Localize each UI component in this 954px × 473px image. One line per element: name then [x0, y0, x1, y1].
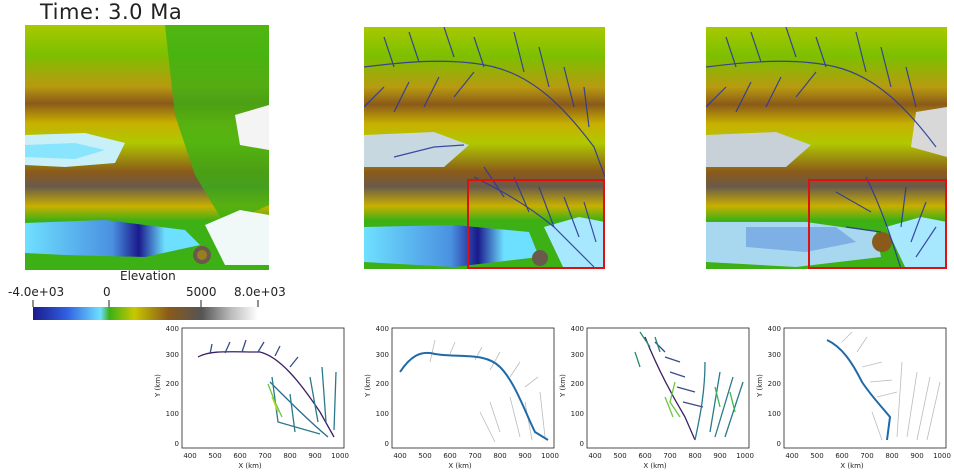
colorbar-tick-max: 8.0e+03: [234, 285, 286, 299]
svg-text:500: 500: [810, 452, 823, 460]
svg-text:0: 0: [385, 440, 389, 448]
x-axis-label: X (km): [840, 462, 864, 470]
plot-axes: [181, 327, 345, 449]
svg-text:1000: 1000: [736, 452, 754, 460]
svg-text:800: 800: [493, 452, 506, 460]
colorbar: [32, 300, 259, 320]
svg-text:1000: 1000: [331, 452, 349, 460]
y-axis-label: Y (km): [364, 374, 372, 398]
svg-text:300: 300: [166, 351, 179, 359]
svg-text:800: 800: [688, 452, 701, 460]
y-ticks: 0 100 200 300 400: [768, 325, 781, 448]
x-axis-label: X (km): [643, 462, 667, 470]
colorbar-tick-min: -4.0e+03: [8, 285, 65, 299]
x-axis-label: X (km): [448, 462, 472, 470]
svg-text:700: 700: [468, 452, 481, 460]
svg-text:1000: 1000: [933, 452, 951, 460]
y-ticks: 0 100 200 300 400: [571, 325, 584, 448]
colorbar-tick-5000: 5000: [186, 285, 217, 299]
y-ticks: 0 100 200 300 400: [166, 325, 179, 448]
svg-text:600: 600: [443, 452, 456, 460]
svg-text:400: 400: [166, 325, 179, 333]
svg-text:700: 700: [258, 452, 271, 460]
time-label: Time: 3.0 Ma: [40, 0, 183, 24]
zoom-box-1: [467, 179, 605, 269]
svg-text:0: 0: [580, 440, 584, 448]
zoom-box-2: [808, 179, 947, 269]
svg-text:400: 400: [768, 325, 781, 333]
svg-text:200: 200: [768, 380, 781, 388]
svg-text:900: 900: [910, 452, 923, 460]
x-axis-label: X (km): [238, 462, 262, 470]
svg-text:0: 0: [175, 440, 179, 448]
x-ticks: 400 500 600 700 800 900 1000: [393, 452, 559, 460]
svg-text:1000: 1000: [541, 452, 559, 460]
svg-text:100: 100: [571, 410, 584, 418]
svg-text:0: 0: [777, 440, 781, 448]
svg-text:900: 900: [518, 452, 531, 460]
svg-text:400: 400: [183, 452, 196, 460]
svg-text:400: 400: [588, 452, 601, 460]
y-ticks: 0 100 200 300 400: [376, 325, 389, 448]
colorbar-tick-zero: 0: [103, 285, 111, 299]
svg-text:300: 300: [376, 351, 389, 359]
svg-text:400: 400: [393, 452, 406, 460]
svg-text:500: 500: [613, 452, 626, 460]
river-plot-3: Y (km) X (km) 0 100 200 300 400 400 500 …: [559, 325, 754, 470]
river-plot-1: Y (km) X (km) 0 100 200 300 400 400 500 …: [154, 325, 349, 470]
svg-text:300: 300: [768, 351, 781, 359]
elevation-map-2: [364, 27, 605, 269]
river-plot-2: Y (km) X (km) 0 100 200 300 400 400 500 …: [364, 325, 559, 470]
svg-text:300: 300: [571, 351, 584, 359]
svg-text:400: 400: [376, 325, 389, 333]
elevation-map-1: [25, 25, 269, 270]
svg-text:600: 600: [233, 452, 246, 460]
svg-text:200: 200: [571, 380, 584, 388]
svg-text:900: 900: [308, 452, 321, 460]
colorbar-title: Elevation: [120, 269, 176, 283]
y-axis-label: Y (km): [559, 374, 567, 398]
svg-text:500: 500: [208, 452, 221, 460]
y-axis-label: Y (km): [154, 374, 162, 398]
svg-text:600: 600: [835, 452, 848, 460]
x-ticks: 400 500 600 700 800 900 1000: [785, 452, 951, 460]
river-plot-4: Y (km) X (km) 0 100 200 300 400 400 500 …: [756, 325, 951, 470]
svg-text:100: 100: [768, 410, 781, 418]
svg-text:800: 800: [283, 452, 296, 460]
svg-text:400: 400: [571, 325, 584, 333]
svg-text:800: 800: [885, 452, 898, 460]
x-ticks: 400 500 600 700 800 900 1000: [588, 452, 754, 460]
svg-text:600: 600: [638, 452, 651, 460]
svg-text:100: 100: [376, 410, 389, 418]
svg-text:700: 700: [860, 452, 873, 460]
y-axis-label: Y (km): [756, 374, 764, 398]
svg-text:400: 400: [785, 452, 798, 460]
svg-text:200: 200: [166, 380, 179, 388]
svg-text:200: 200: [376, 380, 389, 388]
svg-text:500: 500: [418, 452, 431, 460]
x-ticks: 400 500 600 700 800 900 1000: [183, 452, 349, 460]
elevation-map-3: [706, 27, 947, 269]
svg-text:100: 100: [166, 410, 179, 418]
svg-text:900: 900: [713, 452, 726, 460]
svg-text:700: 700: [663, 452, 676, 460]
